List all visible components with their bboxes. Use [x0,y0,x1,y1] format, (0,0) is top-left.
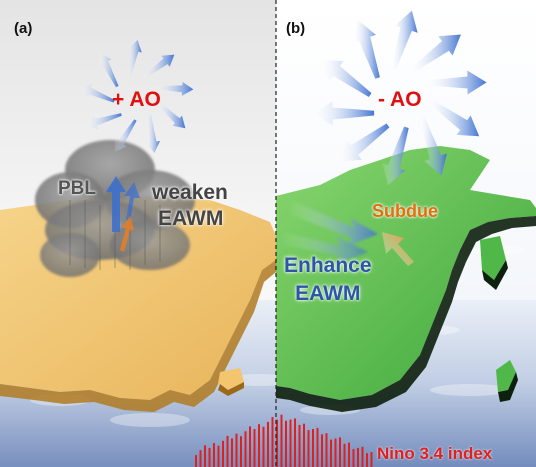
enhance-eawm-line: EAWM [295,282,361,305]
wind-arrow [156,101,186,129]
panel-b-label: (b) [286,20,306,37]
wind-arrow [339,123,390,162]
wind-arrow [146,115,160,153]
weaken-line: weaken [152,181,228,204]
wind-arrow [420,117,447,176]
nino-bars-icon [195,414,373,467]
wind-arrow [410,34,461,73]
wind-arrow-icon [79,40,194,153]
wind-arrow [85,113,122,130]
pbl-label: PBL [58,178,96,199]
wind-arrow [382,126,409,186]
enhance-arrow [280,200,378,264]
wind-arrow [425,70,487,95]
subdue-label: Subdue [372,201,438,221]
subdue-arrow-icon [382,232,414,266]
wind-arrow [353,20,380,79]
wind-arrow [98,52,119,88]
wind-arrow [143,54,175,79]
wind-arrow [155,81,194,96]
weaken-eawm-line: EAWM [158,207,224,230]
right-land [276,146,536,412]
wind-arrow [428,99,480,137]
wind-arrow [127,40,142,78]
wind-arrow [391,10,418,70]
wind-arrow [114,119,137,152]
vertical-motion-arrows [106,176,140,252]
negative-ao-label: - AO [378,88,422,111]
nino-index-label: Nino 3.4 index [377,444,493,463]
weaken-eawm-label: weaken EAWM [152,180,228,232]
wind-arrow [320,59,372,97]
wind-arrow [79,84,115,103]
enhance-line: Enhance [284,254,372,277]
enhance-eawm-label: Enhance EAWM [284,252,372,308]
panel-a-label: (a) [14,20,33,37]
wind-arrow [313,101,375,126]
wind-arrow-icon [313,10,487,186]
positive-ao-label: + AO [112,88,161,111]
